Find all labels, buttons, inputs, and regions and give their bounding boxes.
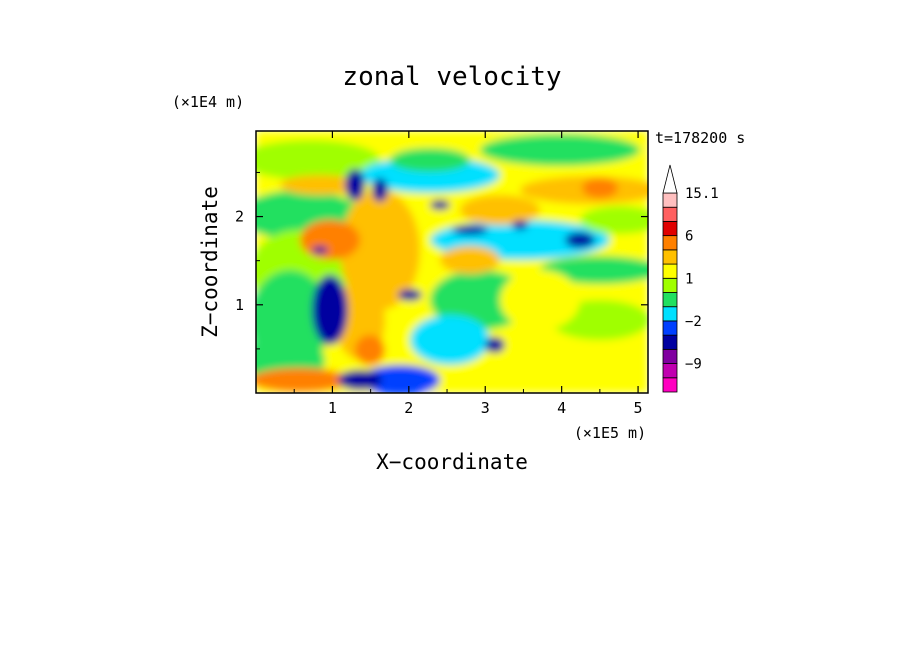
x-axis-label: X−coordinate xyxy=(376,450,528,474)
colorbar-swatch xyxy=(662,277,678,293)
y-axis-label: Z−coordinate xyxy=(198,186,222,338)
y-axis: 12 xyxy=(235,171,648,350)
plot-frame xyxy=(255,130,649,394)
y-tick-label: 2 xyxy=(235,208,244,226)
x-tick-label: 3 xyxy=(481,399,490,417)
colorbar-swatch xyxy=(662,263,678,279)
chart-title: zonal velocity xyxy=(342,62,561,92)
x-unit-label: (×1E5 m) xyxy=(574,424,646,442)
colorbar-swatch xyxy=(662,221,678,237)
x-tick-label: 4 xyxy=(557,399,566,417)
colorbar-label: 1 xyxy=(685,271,693,287)
x-axis: 1 2 3 4 5 xyxy=(293,131,643,417)
x-tick-label: 1 xyxy=(328,399,337,417)
colorbar-label: 6 xyxy=(685,229,693,245)
colorbar-swatch xyxy=(662,292,678,308)
colorbar-label: −2 xyxy=(685,314,702,330)
colorbar-swatch xyxy=(662,206,678,222)
x-tick-label: 5 xyxy=(634,399,643,417)
x-tick-label: 2 xyxy=(404,399,413,417)
colorbar-extend-arrow xyxy=(662,164,678,194)
colorbar-label: 15.1 xyxy=(685,186,719,202)
y-unit-label: (×1E4 m) xyxy=(172,93,244,111)
contour-field xyxy=(256,131,648,393)
colorbar-label: −9 xyxy=(685,357,702,373)
colorbar-swatch xyxy=(662,249,678,265)
colorbar-swatch xyxy=(662,348,678,364)
colorbar-swatch xyxy=(662,192,678,208)
colorbar-swatch xyxy=(662,334,678,350)
time-label: t=178200 s xyxy=(655,129,745,147)
colorbar-swatch xyxy=(662,306,678,322)
colorbar: 15.1 6 1 −2 −9 xyxy=(662,164,719,393)
colorbar-swatch xyxy=(662,320,678,336)
colorbar-swatch xyxy=(662,235,678,251)
y-tick-label: 1 xyxy=(235,296,244,314)
colorbar-swatch xyxy=(662,377,678,393)
colorbar-swatch xyxy=(662,363,678,379)
